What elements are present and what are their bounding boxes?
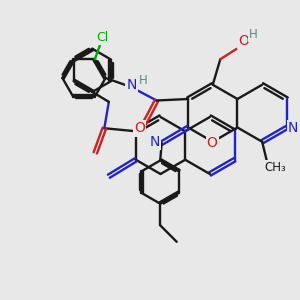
Text: N: N [127, 78, 137, 92]
Text: O: O [207, 136, 218, 150]
Text: H: H [249, 28, 258, 41]
Text: O: O [238, 34, 249, 48]
Text: O: O [134, 122, 145, 135]
Text: CH₃: CH₃ [265, 161, 286, 174]
Text: H: H [139, 74, 148, 88]
Text: N: N [150, 135, 160, 148]
Text: N: N [288, 121, 298, 135]
Text: Cl: Cl [96, 31, 108, 44]
